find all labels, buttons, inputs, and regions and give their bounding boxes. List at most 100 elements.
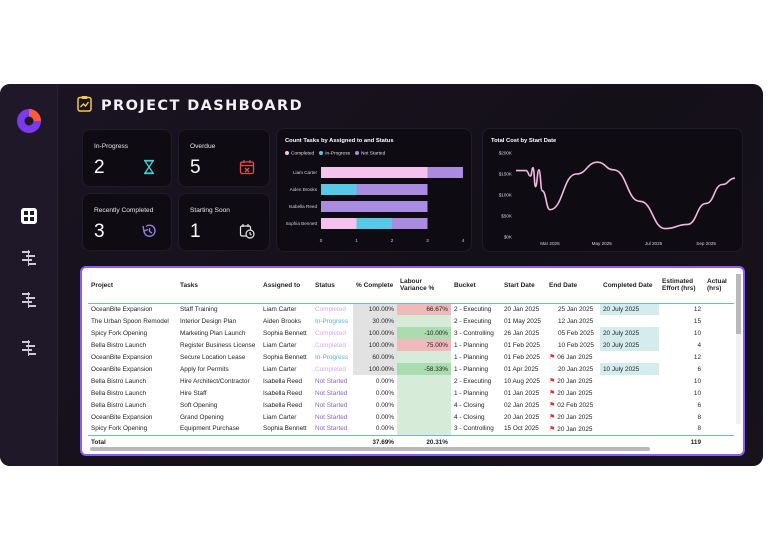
bar-segment[interactable] (356, 184, 428, 195)
table-row[interactable]: Bella Bistro Launch Hire Staff Isabella Re… (88, 387, 734, 399)
table-row[interactable]: Bella Bistro Launch Register Business Lic… (88, 339, 734, 351)
cell-project: Spicy Fork Opening (91, 425, 148, 433)
cell-assigned: Aiden Brooks (263, 317, 302, 325)
cell-actual (704, 303, 734, 315)
cell-project: OceanBite Expansion (91, 353, 153, 361)
column-header[interactable]: % Complete (353, 268, 397, 304)
cell-status: Completed (315, 341, 346, 349)
cell-end: 10 Feb 2025 (558, 341, 594, 349)
cell-bucket: 4 - Closing (454, 401, 485, 409)
column-header[interactable]: Project (88, 268, 177, 304)
table-row[interactable]: The Urban Spoon Remodel Interior Design P… (88, 315, 734, 327)
table-row[interactable]: Bella Bistro Launch Hire Architect/Contra… (88, 375, 734, 387)
table-row[interactable]: OceanBite Expansion Grand Opening Liam Car… (88, 411, 734, 423)
chart-title: Count Tasks by Assigned to and Status (285, 138, 394, 144)
legend-item[interactable]: Not Started (355, 151, 385, 156)
kpi-card-in-progress[interactable]: In-Progress 2 (82, 129, 172, 187)
bar-segment[interactable] (321, 218, 357, 229)
category-label: Aiden Brooks (290, 187, 318, 192)
pie-chart-logo-icon[interactable] (16, 108, 42, 134)
cell-end: ⚑ 20 Jan 2025 (549, 414, 593, 421)
bar-segment[interactable] (356, 218, 393, 229)
cell-bucket: 3 - Controlling (454, 329, 494, 337)
cell-task: Equipment Purchase (180, 425, 240, 433)
cell-task: Soft Opening (180, 401, 218, 409)
page-header: PROJECT DASHBOARD (76, 95, 303, 117)
column-header[interactable]: End Date (546, 268, 600, 304)
cell-end: 12 Jan 2025 (558, 317, 594, 325)
cell-actual (704, 327, 734, 339)
dashboard-grid-icon[interactable] (17, 204, 41, 228)
bar-chart-card: Count Tasks by Assigned to and Status Co… (276, 128, 472, 252)
cell-status: In-Progress (315, 353, 349, 361)
column-header[interactable]: Status (312, 268, 353, 304)
cell-pct: 60.00% (353, 351, 397, 363)
overdue-flag-icon: ⚑ (549, 402, 556, 409)
cell-start: 01 Feb 2025 (504, 353, 540, 361)
calendar-clock-icon (239, 223, 255, 239)
vertical-scrollbar-track[interactable] (736, 274, 741, 424)
category-label: Liam Carter (293, 170, 317, 175)
legend-item[interactable]: In-Progress (319, 151, 350, 156)
column-header[interactable]: Tasks (177, 268, 260, 304)
table-row[interactable]: Spicy Fork Opening Marketing Plan Launch S… (88, 327, 734, 339)
cell-start: 01 Feb 2025 (504, 341, 540, 349)
gantt-icon[interactable] (17, 246, 41, 270)
overdue-flag-icon: ⚑ (549, 354, 556, 361)
column-header[interactable]: Estimated Effort (hrs) (659, 268, 704, 304)
cell-task: Interior Design Plan (180, 317, 237, 325)
bar-segment[interactable] (321, 184, 357, 195)
cell-est: 6 (697, 365, 701, 373)
cell-project: OceanBite Expansion (91, 305, 153, 313)
table-row[interactable]: OceanBite Expansion Secure Location Lease… (88, 351, 734, 363)
x-tick-label: Jul 2025 (645, 241, 663, 246)
cell-completed: 20 July 2025 (600, 339, 659, 351)
column-header[interactable]: Actual (hrs) (704, 268, 734, 304)
cell-start: 20 Jan 2025 (504, 305, 540, 313)
column-header[interactable]: Start Date (501, 268, 546, 304)
cell-start: 01 Apr 2025 (504, 365, 539, 373)
legend-item[interactable]: Completed (285, 151, 314, 156)
cell-end: ⚑ 02 Feb 2025 (549, 402, 594, 409)
cell-assigned: Liam Carter (263, 413, 297, 421)
column-header[interactable]: Assigned to (260, 268, 312, 304)
cell-start: 26 Jan 2025 (504, 329, 540, 337)
cell-completed (600, 315, 659, 327)
cell-task: Hire Architect/Contractor (180, 377, 250, 385)
horizontal-scrollbar[interactable] (90, 447, 650, 451)
gantt-icon[interactable] (17, 288, 41, 312)
kpi-value: 5 (190, 157, 201, 178)
bar-segment[interactable] (392, 218, 428, 229)
column-header[interactable]: Completed Date (600, 268, 659, 304)
gantt-icon[interactable] (17, 336, 41, 360)
cell-lv (397, 399, 451, 411)
column-header[interactable]: Bucket (451, 268, 501, 304)
kpi-card-starting-soon[interactable]: Starting Soon 1 (178, 193, 270, 251)
bar-segment[interactable] (321, 167, 428, 178)
cell-pct: 0.00% (375, 389, 394, 397)
cell-assigned: Liam Carter (263, 365, 297, 373)
vertical-scrollbar-thumb[interactable] (736, 274, 741, 334)
category-label: Isabella Reed (289, 204, 318, 209)
kpi-value: 2 (94, 157, 105, 178)
cell-status: Completed (315, 329, 346, 337)
cell-end: ⚑ 20 Jan 2025 (549, 425, 593, 433)
table-row[interactable]: OceanBite Expansion Staff Training Liam Ca… (88, 303, 734, 315)
column-header[interactable]: Labour Variance % (397, 268, 451, 304)
table-row[interactable]: Spicy Fork Opening Equipment Purchase Soph… (88, 423, 734, 435)
kpi-card-recently-completed[interactable]: Recently Completed 3 (82, 193, 172, 251)
bar-segment[interactable] (427, 167, 464, 178)
overdue-flag-icon: ⚑ (549, 414, 556, 421)
cost-line-series[interactable] (516, 161, 736, 230)
table-row[interactable]: OceanBite Expansion Apply for Permits Liam… (88, 363, 734, 375)
cell-completed: 20 July 2025 (600, 327, 659, 339)
bar-segment[interactable] (321, 201, 428, 212)
table-row[interactable]: Bella Bistro Launch Soft Opening Isabella … (88, 399, 734, 411)
kpi-value: 3 (94, 221, 105, 242)
cell-actual (704, 411, 734, 423)
cell-est: 4 (697, 341, 701, 349)
x-tick-label: 1 (355, 238, 358, 243)
kpi-card-overdue[interactable]: Overdue 5 (178, 129, 270, 187)
cell-lv (397, 351, 451, 363)
cell-lv (397, 375, 451, 387)
